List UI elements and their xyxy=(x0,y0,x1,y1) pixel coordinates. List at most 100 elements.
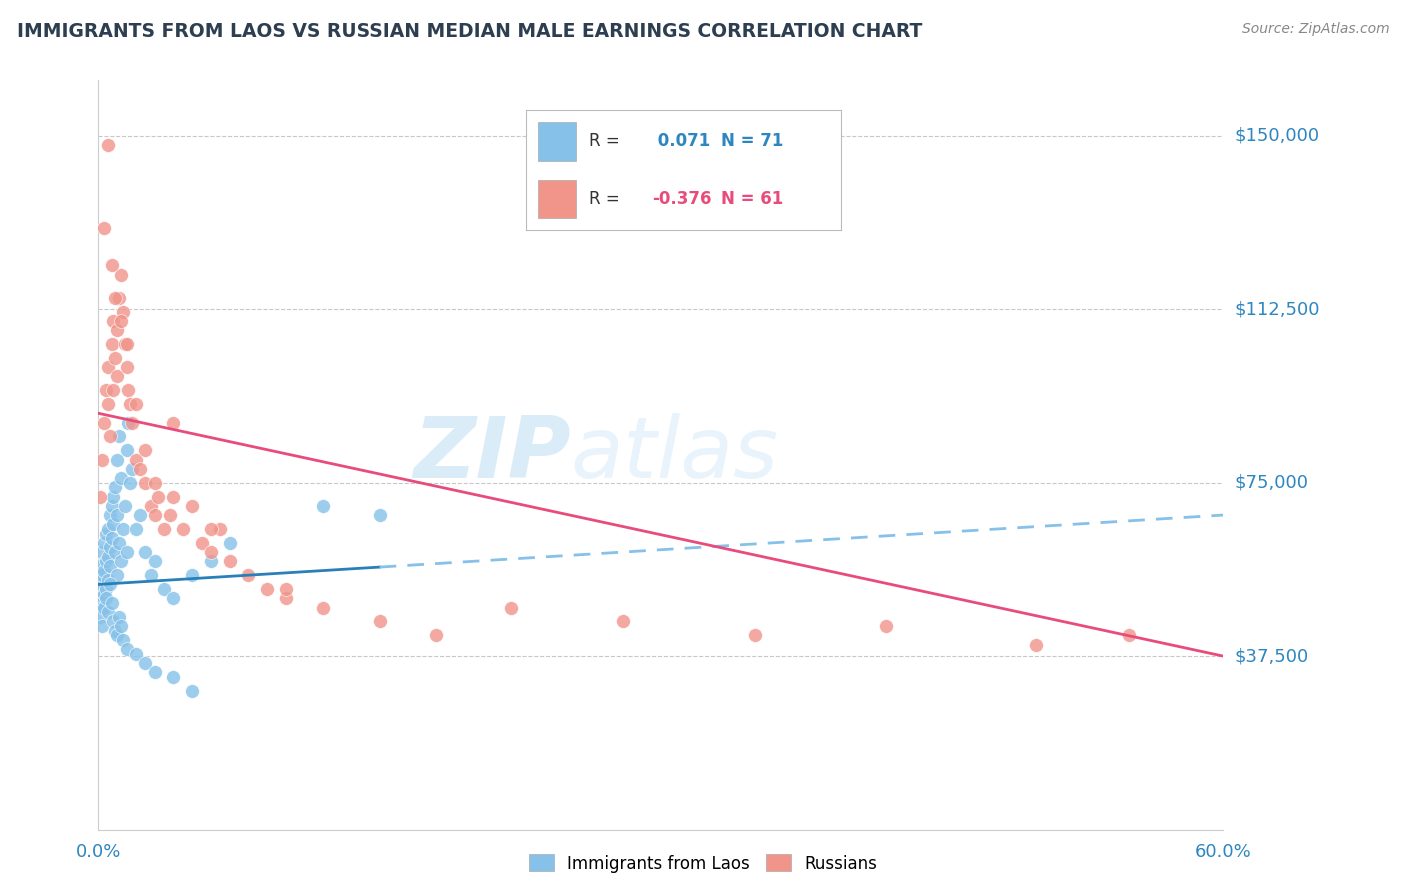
Point xyxy=(181,683,204,698)
Point xyxy=(93,536,115,550)
Text: ZIP: ZIP xyxy=(413,413,571,497)
Text: 0.0%: 0.0% xyxy=(76,843,121,862)
Point xyxy=(181,568,204,582)
Point xyxy=(94,582,117,596)
Point xyxy=(93,416,115,430)
Point xyxy=(209,522,232,536)
Point xyxy=(110,314,132,328)
Point xyxy=(108,291,131,305)
Point xyxy=(162,490,184,504)
Point xyxy=(125,647,148,661)
Point xyxy=(274,582,297,596)
Point xyxy=(117,383,139,397)
Point xyxy=(134,475,156,490)
Point xyxy=(105,568,128,582)
Text: $150,000: $150,000 xyxy=(1234,127,1319,145)
Point xyxy=(115,545,138,559)
Point xyxy=(100,499,122,513)
Point xyxy=(104,291,127,305)
Point xyxy=(143,554,166,568)
Point xyxy=(108,429,131,443)
Point xyxy=(159,508,181,522)
Point xyxy=(104,624,127,638)
Point xyxy=(162,416,184,430)
Point xyxy=(89,577,111,591)
Point xyxy=(128,462,150,476)
Point xyxy=(312,600,335,615)
Point xyxy=(104,545,127,559)
Text: IMMIGRANTS FROM LAOS VS RUSSIAN MEDIAN MALE EARNINGS CORRELATION CHART: IMMIGRANTS FROM LAOS VS RUSSIAN MEDIAN M… xyxy=(17,22,922,41)
Point xyxy=(143,475,166,490)
Point xyxy=(125,452,148,467)
Point xyxy=(139,499,162,513)
Point xyxy=(104,351,127,365)
Point xyxy=(97,522,120,536)
Point xyxy=(98,508,121,522)
Point xyxy=(98,541,121,555)
Point xyxy=(117,416,139,430)
Point xyxy=(89,591,111,606)
Point xyxy=(97,605,120,619)
Point xyxy=(218,536,240,550)
Point xyxy=(105,369,128,384)
Point xyxy=(114,337,136,351)
Point xyxy=(121,416,143,430)
Point xyxy=(105,452,128,467)
Point xyxy=(115,443,138,458)
Point xyxy=(94,554,117,568)
Point xyxy=(200,522,222,536)
Point xyxy=(97,138,120,153)
Point xyxy=(94,383,117,397)
Point xyxy=(100,337,122,351)
Point xyxy=(256,582,278,596)
Point xyxy=(97,359,120,374)
Point xyxy=(93,221,115,235)
Point xyxy=(200,545,222,559)
Point xyxy=(91,568,114,582)
Text: $37,500: $37,500 xyxy=(1234,647,1309,665)
Point xyxy=(110,471,132,485)
Point xyxy=(89,558,111,573)
Point xyxy=(103,615,125,629)
Text: 60.0%: 60.0% xyxy=(1195,843,1251,862)
Point xyxy=(111,304,134,318)
Point xyxy=(89,490,111,504)
Point xyxy=(1118,628,1140,642)
Point xyxy=(93,600,115,615)
Point xyxy=(125,397,148,411)
Legend: Immigrants from Laos, Russians: Immigrants from Laos, Russians xyxy=(522,847,884,880)
Point xyxy=(111,522,134,536)
Point xyxy=(120,397,142,411)
Point xyxy=(162,591,184,606)
Point xyxy=(94,591,117,606)
Point xyxy=(104,480,127,494)
Point xyxy=(181,499,204,513)
Point xyxy=(103,490,125,504)
Point xyxy=(108,609,131,624)
Point xyxy=(368,615,391,629)
Point xyxy=(93,564,115,578)
Point xyxy=(98,577,121,591)
Point xyxy=(1025,638,1047,652)
Point xyxy=(125,522,148,536)
Point xyxy=(153,522,176,536)
Text: $75,000: $75,000 xyxy=(1234,474,1309,491)
Point xyxy=(128,508,150,522)
Point xyxy=(115,642,138,657)
Point xyxy=(425,628,447,642)
Point xyxy=(312,499,335,513)
Point xyxy=(134,656,156,670)
Point xyxy=(110,619,132,633)
Point xyxy=(115,337,138,351)
Point xyxy=(190,536,212,550)
Point xyxy=(93,587,115,601)
Point xyxy=(143,508,166,522)
Point xyxy=(100,531,122,545)
Point xyxy=(111,632,134,647)
Point xyxy=(499,600,522,615)
Point xyxy=(110,268,132,282)
Point xyxy=(105,508,128,522)
Point xyxy=(100,596,122,610)
Point xyxy=(94,526,117,541)
Point xyxy=(875,619,897,633)
